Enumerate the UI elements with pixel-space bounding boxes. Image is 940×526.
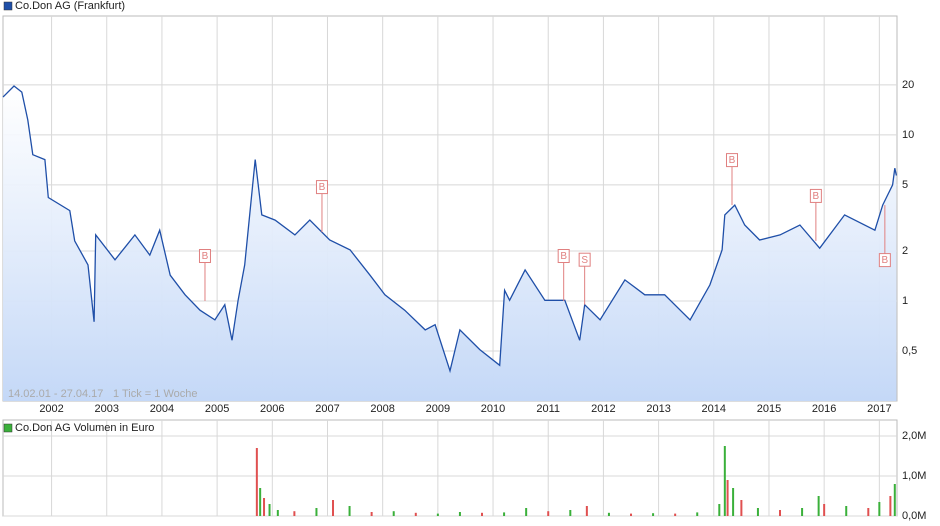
volume-bar <box>893 484 896 516</box>
signal-box <box>557 249 570 264</box>
plot-frame <box>2 419 898 517</box>
y-tick-label: 0,0M <box>902 510 926 522</box>
volume-bar <box>503 512 506 516</box>
x-tick-label: 2007 <box>315 403 339 415</box>
x-tick-label: 2013 <box>646 403 670 415</box>
x-tick-label: 2011 <box>536 403 560 415</box>
volume-bar <box>332 500 335 516</box>
y-tick-label: 2 <box>902 245 908 257</box>
legend-swatch <box>3 1 13 11</box>
volume-bar <box>889 496 892 516</box>
volume-bar <box>481 512 484 516</box>
volume-bar <box>740 500 743 516</box>
volume-bar <box>630 513 633 516</box>
signal-box <box>315 180 328 195</box>
x-tick-label: 2009 <box>426 403 450 415</box>
x-tick-label: 2012 <box>591 403 615 415</box>
volume-bar <box>732 488 735 516</box>
volume-bar <box>652 513 655 516</box>
volume-bar <box>315 508 318 516</box>
x-tick-label: 2005 <box>205 403 229 415</box>
volume-bar <box>569 510 572 516</box>
area <box>3 86 897 401</box>
signal-box <box>878 253 891 268</box>
volume-bar <box>458 512 461 516</box>
legend-label: Co.Don AG Volumen in Euro <box>15 422 154 434</box>
volume-bar <box>585 506 588 516</box>
signal-label: B <box>882 255 889 266</box>
volume-bar <box>414 512 417 516</box>
signal-box <box>809 188 822 203</box>
x-tick-label: 2010 <box>481 403 505 415</box>
y-tick-label: 1 <box>902 295 908 307</box>
x-tick-label: 2006 <box>260 403 284 415</box>
signal-label: B <box>729 155 736 166</box>
y-tick-label: 5 <box>902 179 908 191</box>
x-tick-label: 2014 <box>702 403 726 415</box>
volume-bar <box>607 512 610 516</box>
volume-bar <box>726 480 729 516</box>
volume-bar <box>878 502 881 516</box>
volume-bar <box>392 511 395 516</box>
volume-bar <box>370 512 373 516</box>
x-tick-label: 2003 <box>95 403 119 415</box>
volume-bar <box>756 508 759 516</box>
price-line <box>2 85 898 374</box>
volume-bar <box>259 488 262 516</box>
volume-bar <box>525 508 528 516</box>
volume-bar <box>801 508 804 516</box>
x-tick-label: 2002 <box>39 403 63 415</box>
volume-bar <box>293 511 296 516</box>
y-tick-label: 20 <box>902 79 914 91</box>
signal-label: S <box>581 255 588 266</box>
signal-box <box>198 249 211 264</box>
signal-label: B <box>202 251 209 262</box>
volume-bar <box>845 506 848 516</box>
volume-bar <box>255 448 258 516</box>
x-tick-label: 2008 <box>370 403 394 415</box>
signal-box <box>578 252 591 267</box>
signal-label: B <box>813 191 820 202</box>
volume-bar <box>436 513 439 516</box>
date-range: 14.02.01 - 27.04.17 <box>8 388 103 400</box>
legend-label: Co.Don AG (Frankfurt) <box>15 0 125 12</box>
signal-label: B <box>319 182 326 193</box>
volume-bar <box>718 504 721 516</box>
tick-note: 1 Tick = 1 Woche <box>113 388 197 400</box>
x-tick-label: 2016 <box>812 403 836 415</box>
y-tick-label: 0,5 <box>902 345 917 357</box>
volume-bar <box>276 510 279 516</box>
volume-bar <box>823 504 826 516</box>
x-tick-label: 2017 <box>867 403 891 415</box>
y-tick-label: 2,0M <box>902 430 926 442</box>
volume-bar <box>263 498 266 516</box>
volume-bar <box>779 510 782 516</box>
volume-bar <box>723 446 726 516</box>
legend-swatch <box>3 423 13 433</box>
volume-bar <box>547 511 550 516</box>
volume-bar <box>696 512 699 516</box>
y-tick-label: 1,0M <box>902 470 926 482</box>
volume-bar <box>817 496 820 516</box>
volume-bar <box>867 508 870 516</box>
volume-bar <box>268 504 271 516</box>
volume-bar <box>348 506 351 516</box>
volume-bar <box>674 513 677 516</box>
signal-label: B <box>560 251 567 262</box>
y-tick-label: 10 <box>902 129 914 141</box>
x-tick-label: 2004 <box>150 403 174 415</box>
x-tick-label: 2015 <box>757 403 781 415</box>
signal-box <box>725 153 738 168</box>
